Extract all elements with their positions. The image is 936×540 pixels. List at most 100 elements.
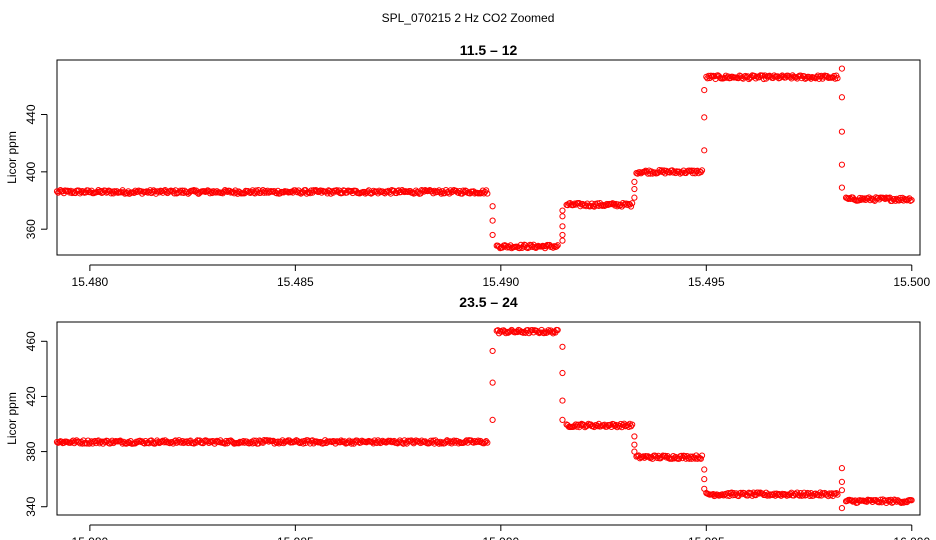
- data-point: [531, 244, 538, 251]
- data-point: [629, 421, 636, 428]
- y-tick-label: 460: [24, 331, 38, 351]
- data-point: [838, 487, 846, 494]
- y-tick-label: 420: [24, 386, 38, 406]
- data-point: [381, 438, 389, 445]
- data-point: [475, 437, 482, 444]
- data-point: [631, 433, 638, 440]
- data-point: [883, 194, 890, 201]
- data-point: [516, 244, 523, 252]
- data-point: [431, 187, 438, 194]
- data-point: [212, 189, 219, 196]
- data-point: [670, 169, 677, 176]
- data-point: [434, 188, 441, 196]
- data-point: [608, 200, 615, 208]
- data-point: [701, 485, 708, 492]
- data-point: [559, 231, 566, 239]
- data-point: [701, 476, 708, 483]
- data-point: [806, 74, 813, 81]
- data-point: [701, 466, 708, 473]
- x-tick-label: 15.480: [72, 275, 109, 289]
- data-point: [559, 343, 566, 350]
- data-point: [603, 200, 610, 208]
- data-point: [533, 243, 541, 251]
- data-point: [489, 203, 496, 210]
- data-point: [548, 243, 556, 250]
- y-tick-label: 360: [24, 219, 38, 239]
- data-point: [554, 242, 561, 249]
- data-point: [296, 189, 303, 196]
- data-point: [483, 438, 490, 445]
- x-tick-label: 15.495: [688, 275, 725, 289]
- data-point: [838, 478, 846, 486]
- data-point: [832, 75, 839, 82]
- x-tick-label: 15.990: [482, 535, 519, 540]
- data-point: [551, 243, 558, 250]
- data-point: [629, 200, 636, 207]
- data-point: [701, 114, 708, 121]
- data-point: [53, 188, 61, 195]
- data-point: [384, 438, 391, 445]
- data-point: [540, 330, 548, 337]
- data-point: [857, 196, 865, 203]
- data-point: [623, 200, 630, 207]
- data-point: [631, 441, 638, 448]
- data-point: [347, 438, 354, 446]
- data-point: [559, 237, 566, 244]
- data-point: [701, 87, 708, 94]
- data-point: [79, 440, 86, 447]
- y-tick-label: 380: [24, 441, 38, 461]
- data-point: [838, 161, 846, 168]
- x-tick-label: 16.000: [893, 535, 930, 540]
- data-point: [875, 194, 882, 202]
- data-point: [545, 327, 552, 334]
- x-tick-label: 15.995: [688, 535, 725, 540]
- data-point: [571, 200, 578, 207]
- data-point: [483, 187, 490, 194]
- data-point: [834, 75, 841, 82]
- data-point: [671, 455, 678, 462]
- data-point: [671, 168, 678, 175]
- data-point: [697, 455, 704, 462]
- data-point: [311, 188, 318, 195]
- data-point: [899, 498, 906, 505]
- panel-title: 11.5 – 12: [460, 42, 518, 58]
- data-point: [559, 213, 566, 220]
- y-axis-label: Licor ppm: [5, 392, 19, 445]
- data-point: [631, 448, 638, 455]
- data-point: [181, 438, 188, 445]
- data-point: [264, 437, 271, 444]
- x-tick-label: 15.490: [482, 275, 519, 289]
- data-point: [203, 188, 210, 195]
- data-point: [266, 188, 273, 195]
- panel-title: 23.5 – 24: [459, 294, 518, 310]
- data-point: [559, 397, 566, 404]
- data-point: [481, 439, 489, 446]
- top-panel: 11.5 – 12 15.480 15.485 15.490 15.495 15.500 3…: [5, 42, 930, 289]
- data-point: [698, 452, 706, 459]
- data-point: [707, 72, 715, 79]
- data-point: [701, 147, 708, 154]
- data-point: [834, 491, 841, 498]
- plot-frame: [56, 321, 921, 516]
- data-point: [262, 187, 269, 195]
- data-point: [473, 438, 481, 445]
- data-point: [178, 439, 185, 446]
- data-point: [554, 326, 561, 334]
- plot-frame: [56, 59, 921, 256]
- data-point: [627, 423, 635, 430]
- data-point: [559, 369, 566, 377]
- data-point: [489, 379, 496, 386]
- data-point: [484, 190, 491, 197]
- data-point: [484, 439, 491, 446]
- x-tick-label: 15.485: [277, 275, 314, 289]
- data-point: [692, 455, 699, 462]
- y-tick-label: 440: [24, 104, 38, 124]
- data-point: [559, 223, 566, 230]
- data-point: [838, 184, 846, 191]
- data-point: [559, 416, 566, 423]
- data-point: [897, 498, 904, 506]
- x-tick-label: 15.500: [893, 275, 930, 289]
- data-point: [640, 453, 647, 460]
- data-point: [53, 438, 61, 446]
